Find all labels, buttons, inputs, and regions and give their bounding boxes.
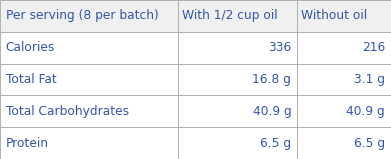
Text: Total Carbohydrates: Total Carbohydrates <box>6 105 129 118</box>
Text: Calories: Calories <box>6 41 55 54</box>
Text: 40.9 g: 40.9 g <box>346 105 385 118</box>
Bar <box>297 64 391 95</box>
Text: 40.9 g: 40.9 g <box>253 105 291 118</box>
Bar <box>297 95 391 127</box>
Text: 6.5 g: 6.5 g <box>354 137 385 150</box>
Bar <box>178 0 297 32</box>
Bar <box>0 64 178 95</box>
Text: Without oil: Without oil <box>301 9 367 22</box>
Bar <box>178 64 297 95</box>
Bar <box>297 0 391 32</box>
Bar <box>0 127 178 159</box>
Text: With 1/2 cup oil: With 1/2 cup oil <box>182 9 278 22</box>
Text: Protein: Protein <box>6 137 49 150</box>
Bar <box>0 95 178 127</box>
Bar <box>0 0 178 32</box>
Text: 336: 336 <box>268 41 291 54</box>
Bar <box>0 32 178 64</box>
Text: 216: 216 <box>362 41 385 54</box>
Bar <box>178 95 297 127</box>
Text: 16.8 g: 16.8 g <box>253 73 291 86</box>
Text: Per serving (8 per batch): Per serving (8 per batch) <box>6 9 159 22</box>
Bar <box>297 127 391 159</box>
Text: 6.5 g: 6.5 g <box>260 137 291 150</box>
Bar <box>297 32 391 64</box>
Bar <box>178 32 297 64</box>
Text: Total Fat: Total Fat <box>6 73 57 86</box>
Text: 3.1 g: 3.1 g <box>354 73 385 86</box>
Bar <box>178 127 297 159</box>
